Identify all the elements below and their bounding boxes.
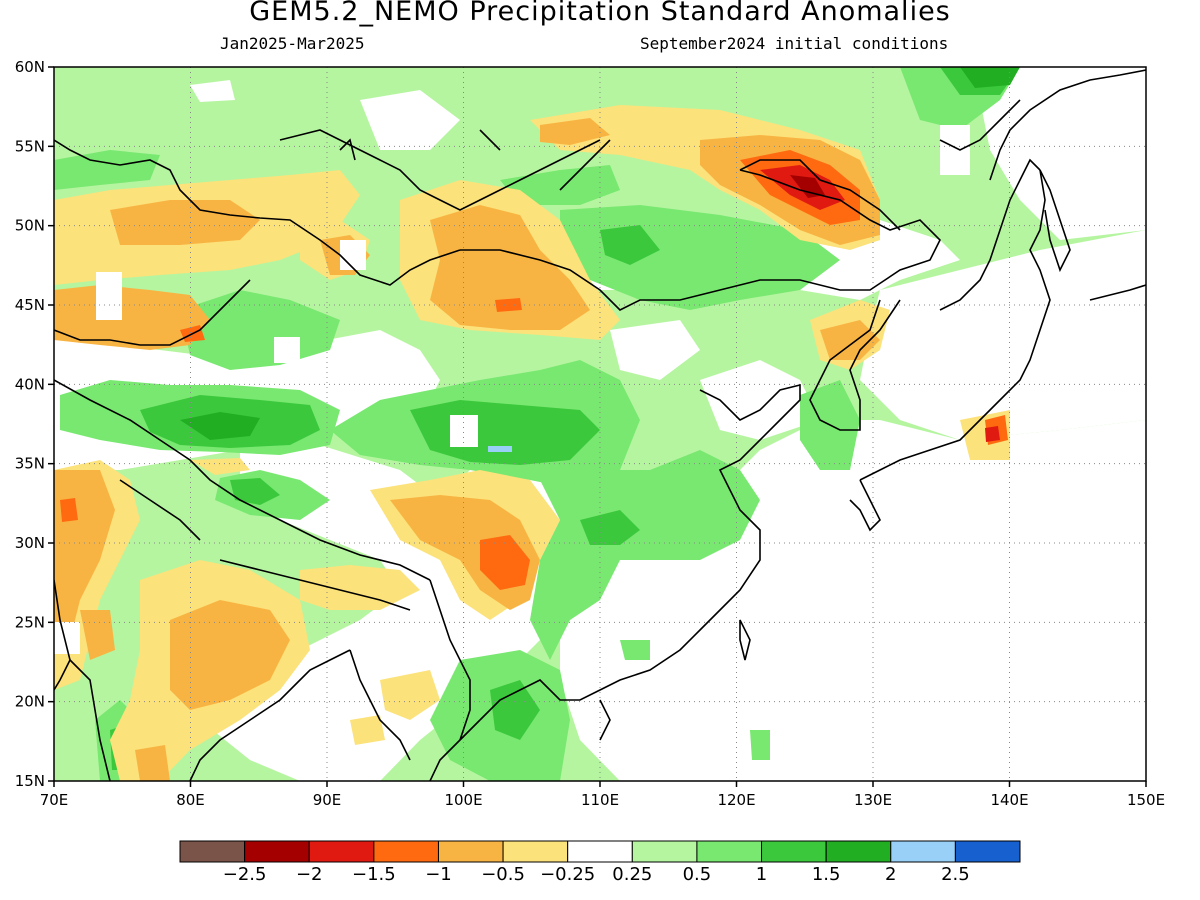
- colorbar-label: −0.25: [540, 864, 595, 885]
- colorbar-label: 2.5: [941, 864, 970, 885]
- latitude-axis: 15N 20N 25N 30N 35N 40N 45N 50N 55N 60N: [15, 58, 54, 790]
- lat-tick-label: 55N: [15, 137, 45, 155]
- lon-tick-label: 110E: [581, 791, 619, 809]
- colorbar-swatch: [308, 840, 375, 863]
- colorbar-label: 1: [756, 864, 767, 885]
- colorbar-label: 0.5: [683, 864, 712, 885]
- colorbar-swatch: [179, 840, 246, 863]
- colorbar-swatch: [502, 840, 569, 863]
- lon-tick-label: 150E: [1127, 791, 1165, 809]
- lon-tick-label: 140E: [990, 791, 1028, 809]
- colorbar-swatch: [696, 840, 763, 863]
- map-gridlines: [54, 67, 1146, 781]
- colorbar-swatch: [244, 840, 310, 863]
- colorbar-label: 2: [885, 864, 896, 885]
- colorbar-swatch: [373, 840, 439, 863]
- lat-tick-label: 40N: [15, 375, 45, 393]
- colorbar-swatch: [567, 840, 633, 863]
- colorbar-swatch: [437, 840, 504, 863]
- longitude-axis: 70E 80E 90E 100E 110E 120E 130E 140E 150E: [40, 781, 1165, 809]
- lon-tick-label: 130E: [854, 791, 892, 809]
- colorbar-swatch: [954, 840, 1021, 863]
- colorbar-swatch: [631, 840, 698, 863]
- colorbar-swatch: [890, 840, 956, 863]
- map-title: GEM5.2_NEMO Precipitation Standard Anoma…: [249, 0, 951, 27]
- coastlines: [54, 69, 1146, 781]
- colorbar: −2.5 −2 −1.5 −1 −0.5 −0.25 0.25 0.5 1 1.5 2 2.5: [179, 840, 1021, 885]
- initial-conditions: September2024 initial conditions: [640, 34, 949, 53]
- lat-tick-label: 50N: [15, 217, 45, 235]
- colorbar-label: −0.5: [481, 864, 525, 885]
- colorbar-label: 0.25: [612, 864, 652, 885]
- colorbar-swatch: [825, 840, 892, 863]
- forecast-period: Jan2025-Mar2025: [220, 34, 365, 53]
- colorbar-label: −2: [296, 864, 323, 885]
- colorbar-label: 1.5: [812, 864, 841, 885]
- lat-tick-label: 45N: [15, 296, 45, 314]
- anomaly-field: [54, 67, 1146, 781]
- colorbar-label: −1: [425, 864, 452, 885]
- lon-tick-label: 90E: [313, 791, 342, 809]
- lat-tick-label: 30N: [15, 534, 45, 552]
- lat-tick-label: 15N: [15, 772, 45, 790]
- lat-tick-label: 20N: [15, 693, 45, 711]
- colorbar-swatch: [761, 840, 827, 863]
- lat-tick-label: 25N: [15, 613, 45, 631]
- lat-tick-label: 60N: [15, 58, 45, 76]
- lon-tick-label: 70E: [40, 791, 69, 809]
- lon-tick-label: 120E: [717, 791, 755, 809]
- colorbar-label: −1.5: [352, 864, 396, 885]
- lon-tick-label: 100E: [444, 791, 482, 809]
- lat-tick-label: 35N: [15, 455, 45, 473]
- colorbar-label: −2.5: [223, 864, 267, 885]
- lon-tick-label: 80E: [176, 791, 205, 809]
